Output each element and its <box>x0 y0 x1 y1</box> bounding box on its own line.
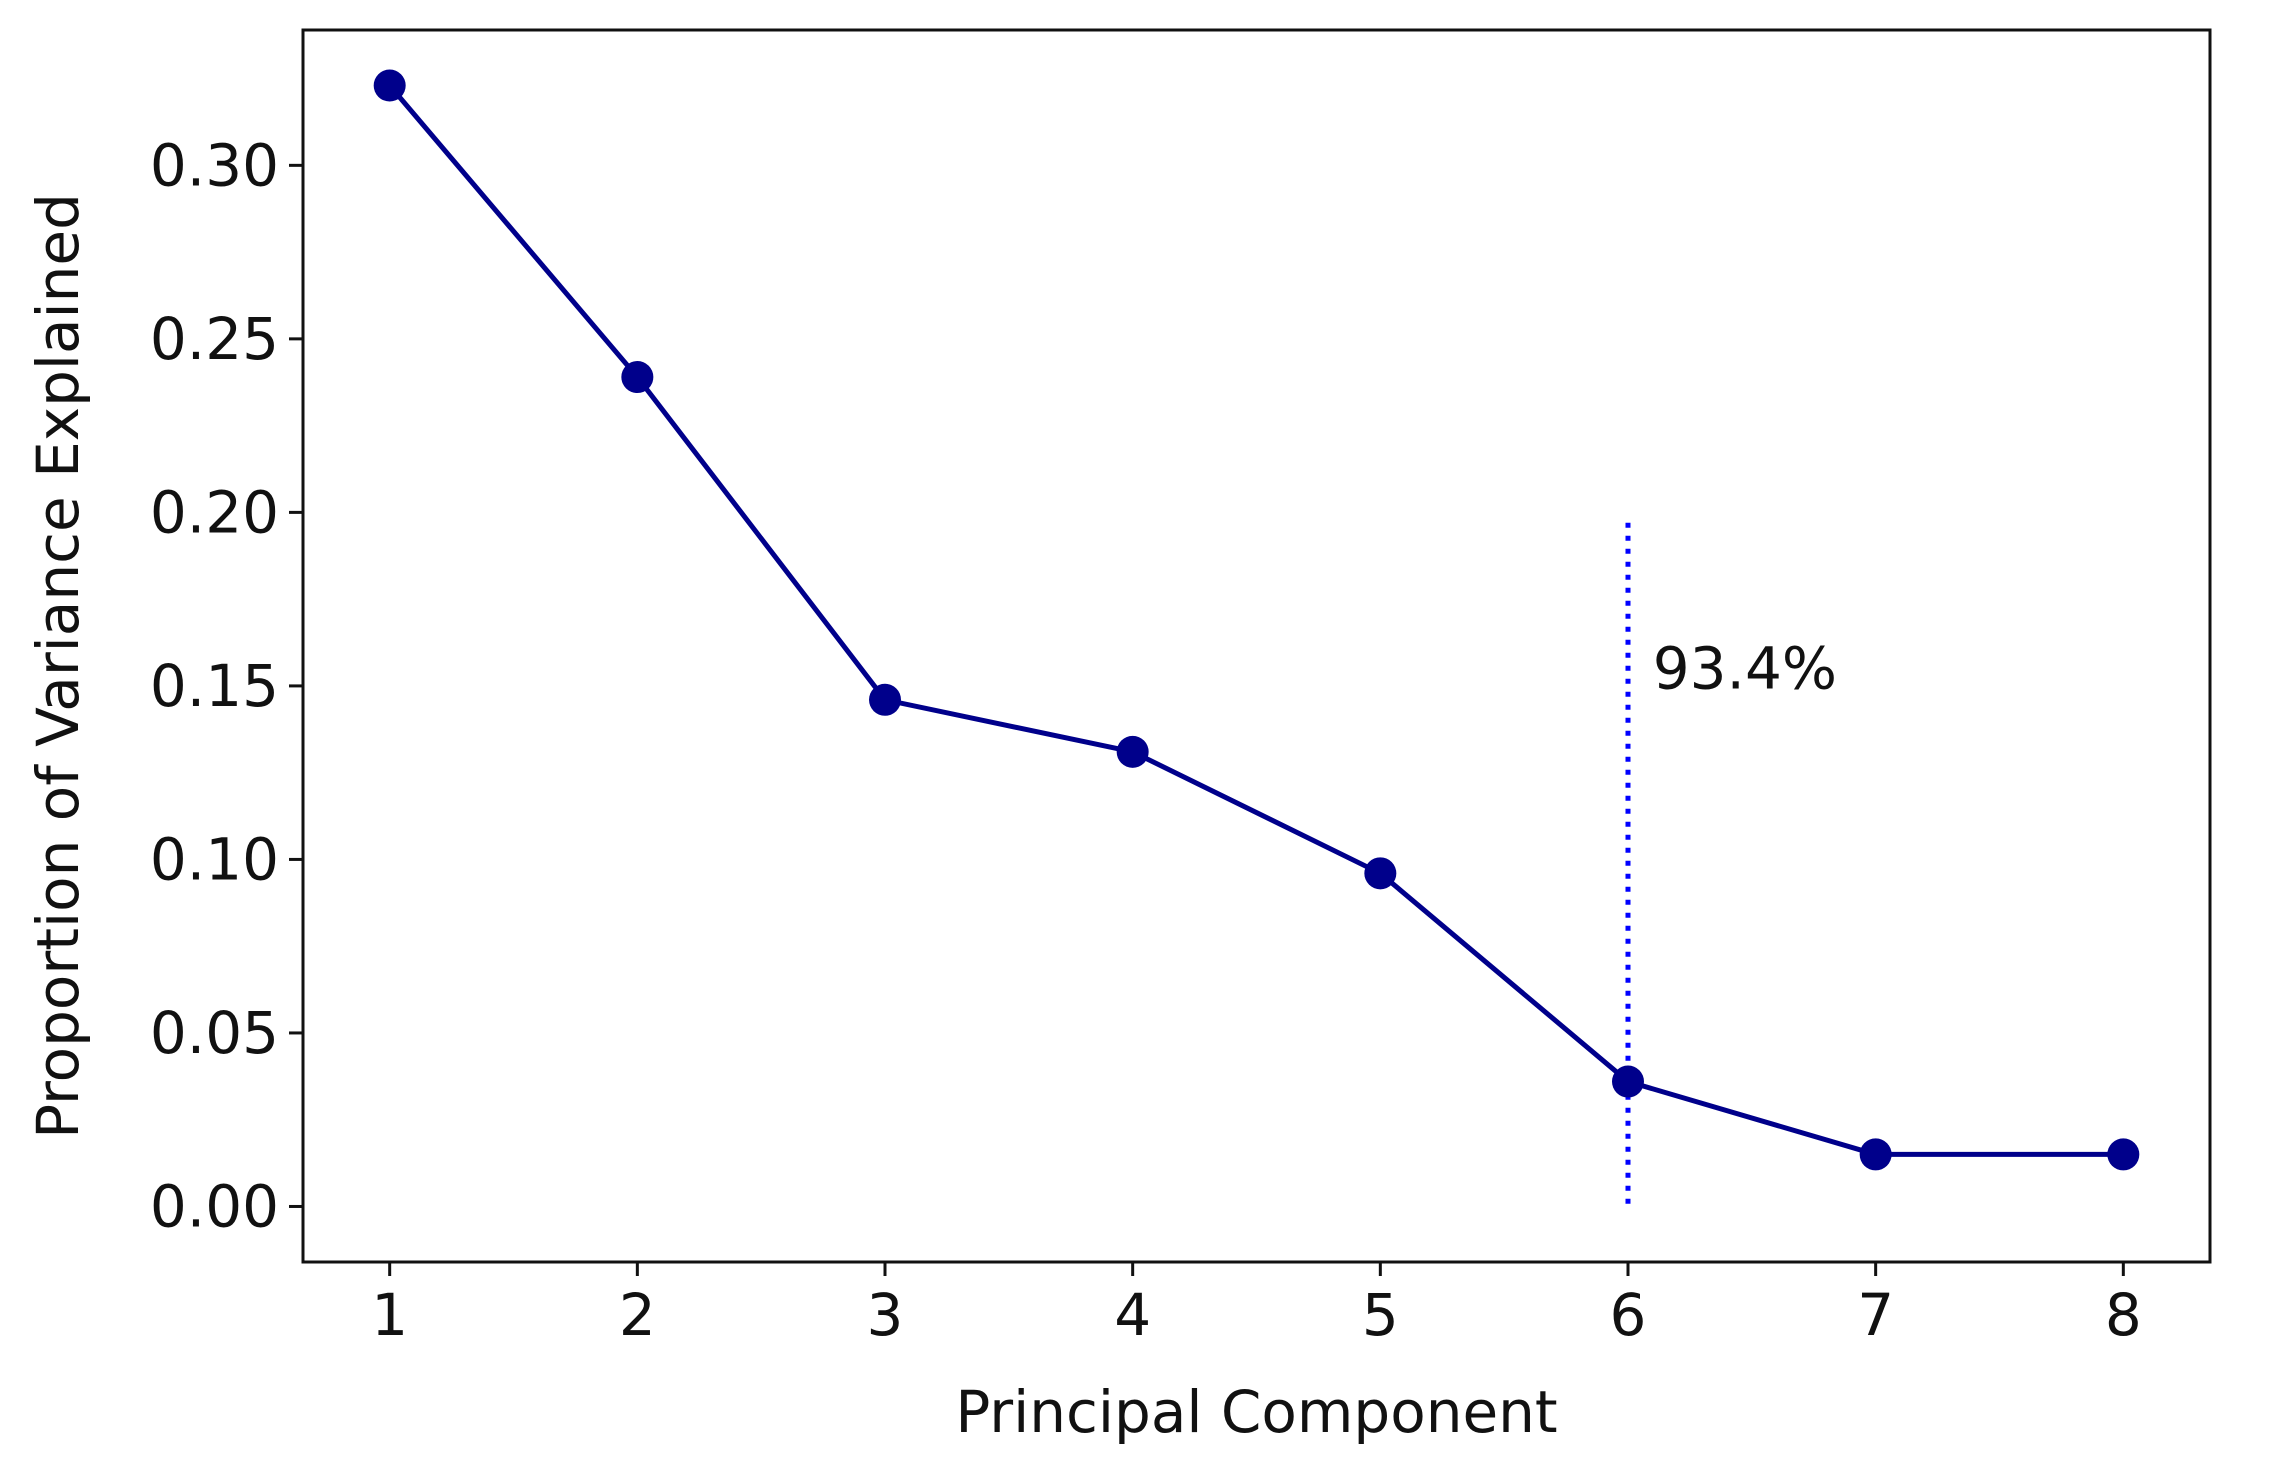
y-tick-label: 0.30 <box>150 131 279 199</box>
x-axis-label: Principal Component <box>955 1378 1557 1446</box>
data-point <box>1116 735 1149 768</box>
threshold-label: 93.4% <box>1653 635 1837 703</box>
x-tick-label: 1 <box>371 1281 408 1349</box>
x-tick-label: 7 <box>1857 1281 1894 1349</box>
data-point <box>621 361 654 394</box>
x-tick-label: 4 <box>1114 1281 1151 1349</box>
x-tick-label: 6 <box>1610 1281 1647 1349</box>
x-tick-label: 3 <box>867 1281 904 1349</box>
x-axis-ticks: 1 2 3 4 5 6 7 8 <box>371 1262 2142 1349</box>
data-point <box>1611 1065 1644 1098</box>
data-point <box>869 683 902 716</box>
data-point <box>2107 1138 2140 1171</box>
y-tick-label: 0.10 <box>150 825 279 893</box>
y-tick-label: 0.05 <box>150 999 279 1067</box>
y-tick-label: 0.25 <box>150 305 279 373</box>
data-point <box>1364 857 1397 890</box>
y-tick-label: 0.15 <box>150 652 279 720</box>
data-point <box>373 69 406 102</box>
x-tick-label: 2 <box>619 1281 656 1349</box>
y-tick-label: 0.20 <box>150 478 279 546</box>
x-tick-label: 8 <box>2105 1281 2142 1349</box>
axes-frame <box>301 28 2212 1264</box>
y-axis-label: Proportion of Variance Explained <box>24 193 92 1139</box>
y-axis-ticks: 0.00 0.05 0.10 0.15 0.20 0.25 0.30 <box>150 131 303 1240</box>
series-line <box>387 83 2124 1157</box>
plot-area: 93.4% <box>301 28 2212 1264</box>
y-tick-label: 0.00 <box>150 1172 279 1240</box>
data-point <box>1859 1138 1892 1171</box>
x-tick-label: 5 <box>1362 1281 1399 1349</box>
